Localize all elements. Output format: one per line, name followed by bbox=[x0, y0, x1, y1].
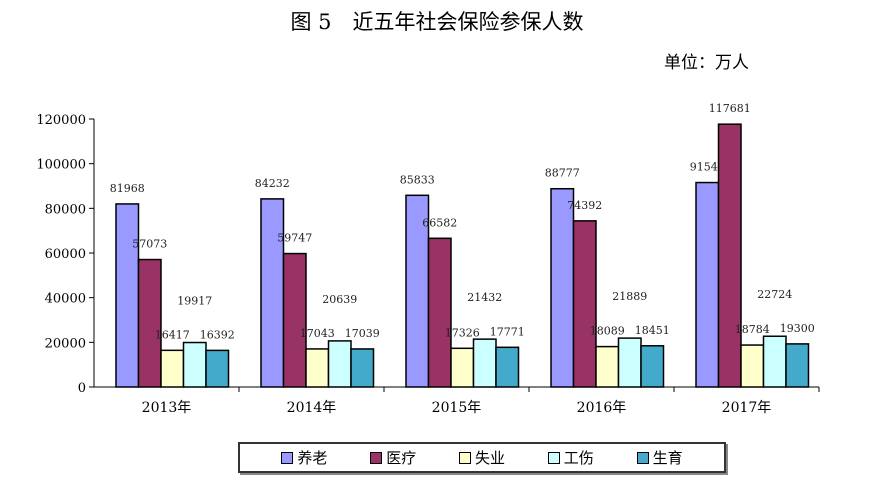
x-tick-label: 2013年 bbox=[142, 400, 192, 416]
legend-swatch bbox=[458, 451, 471, 464]
bar-失业 bbox=[595, 345, 620, 388]
data-label: 17771 bbox=[490, 325, 525, 338]
y-tick-label: 60000 bbox=[45, 247, 86, 262]
bar-工伤 bbox=[327, 340, 352, 388]
data-label: 91548 bbox=[690, 161, 725, 174]
legend-swatch bbox=[370, 451, 383, 464]
chart-title: 图 5 近五年社会保险参保人数 bbox=[290, 10, 584, 34]
y-tick-label: 120000 bbox=[36, 113, 86, 128]
y-tick-label: 40000 bbox=[45, 292, 86, 307]
data-label: 19917 bbox=[177, 295, 212, 308]
bar-生育 bbox=[640, 345, 665, 388]
data-label: 74392 bbox=[567, 199, 602, 212]
legend-item: 养老 bbox=[281, 447, 327, 468]
data-label: 57073 bbox=[132, 238, 167, 251]
data-label: 17043 bbox=[300, 327, 335, 340]
bar-工伤 bbox=[472, 338, 497, 388]
bar-生育 bbox=[495, 346, 520, 388]
bar-养老 bbox=[115, 203, 140, 388]
data-label: 18089 bbox=[590, 325, 625, 338]
legend-label: 养老 bbox=[297, 449, 328, 467]
bar-生育 bbox=[205, 349, 230, 388]
bar-工伤 bbox=[617, 337, 642, 388]
bar-失业 bbox=[740, 344, 765, 388]
x-tick-label: 2016年 bbox=[577, 400, 627, 416]
data-label: 66582 bbox=[422, 216, 457, 229]
data-label: 22724 bbox=[757, 288, 792, 301]
bar-生育 bbox=[350, 348, 375, 388]
data-label: 17039 bbox=[345, 327, 380, 340]
legend: 养老 医疗 失业 工伤 生育 bbox=[238, 442, 726, 473]
data-label: 21432 bbox=[467, 291, 502, 304]
legend-item: 失业 bbox=[458, 447, 505, 468]
legend-item: 生育 bbox=[636, 447, 683, 468]
unit-label: 单位：万人 bbox=[664, 53, 749, 73]
bar-医疗 bbox=[282, 252, 307, 388]
x-tick-label: 2017年 bbox=[722, 400, 772, 416]
data-label: 84232 bbox=[255, 177, 290, 190]
data-label: 18451 bbox=[635, 324, 670, 337]
data-label: 117681 bbox=[709, 102, 751, 115]
legend-swatch bbox=[636, 451, 649, 464]
legend-item: 医疗 bbox=[370, 447, 416, 468]
data-label: 19300 bbox=[780, 322, 815, 335]
bar-医疗 bbox=[572, 220, 597, 388]
bar-工伤 bbox=[762, 335, 787, 388]
data-label: 17326 bbox=[445, 326, 480, 339]
y-tick-label: 0 bbox=[78, 381, 86, 396]
bar-医疗 bbox=[427, 237, 452, 388]
data-label: 59747 bbox=[277, 232, 312, 245]
bar-失业 bbox=[305, 348, 330, 388]
legend-swatch bbox=[547, 451, 560, 464]
legend-item: 工伤 bbox=[547, 447, 594, 468]
legend-label: 工伤 bbox=[563, 449, 594, 467]
data-label: 16392 bbox=[200, 328, 235, 341]
data-label: 81968 bbox=[110, 182, 145, 195]
y-tick-label: 20000 bbox=[45, 336, 86, 351]
bar-养老 bbox=[695, 181, 720, 388]
data-label: 21889 bbox=[612, 290, 647, 303]
data-label: 88777 bbox=[545, 167, 580, 180]
bar-失业 bbox=[450, 347, 475, 388]
data-label: 85833 bbox=[400, 173, 435, 186]
bar-医疗 bbox=[717, 123, 742, 388]
legend-label: 生育 bbox=[652, 449, 683, 467]
bar-养老 bbox=[260, 198, 285, 388]
data-label: 16417 bbox=[155, 328, 190, 341]
legend-label: 失业 bbox=[474, 449, 505, 467]
bar-失业 bbox=[160, 349, 185, 388]
legend-swatch bbox=[281, 451, 294, 464]
bar-养老 bbox=[550, 187, 575, 388]
x-tick-label: 2015年 bbox=[432, 400, 482, 416]
bar-生育 bbox=[785, 343, 810, 388]
y-tick-label: 80000 bbox=[45, 202, 86, 217]
y-tick-label: 100000 bbox=[36, 158, 86, 173]
bar-工伤 bbox=[182, 341, 207, 388]
legend-label: 医疗 bbox=[386, 449, 417, 467]
data-label: 18784 bbox=[735, 323, 770, 336]
bar-医疗 bbox=[137, 258, 162, 388]
x-tick-label: 2014年 bbox=[287, 400, 337, 416]
data-label: 20639 bbox=[322, 293, 357, 306]
